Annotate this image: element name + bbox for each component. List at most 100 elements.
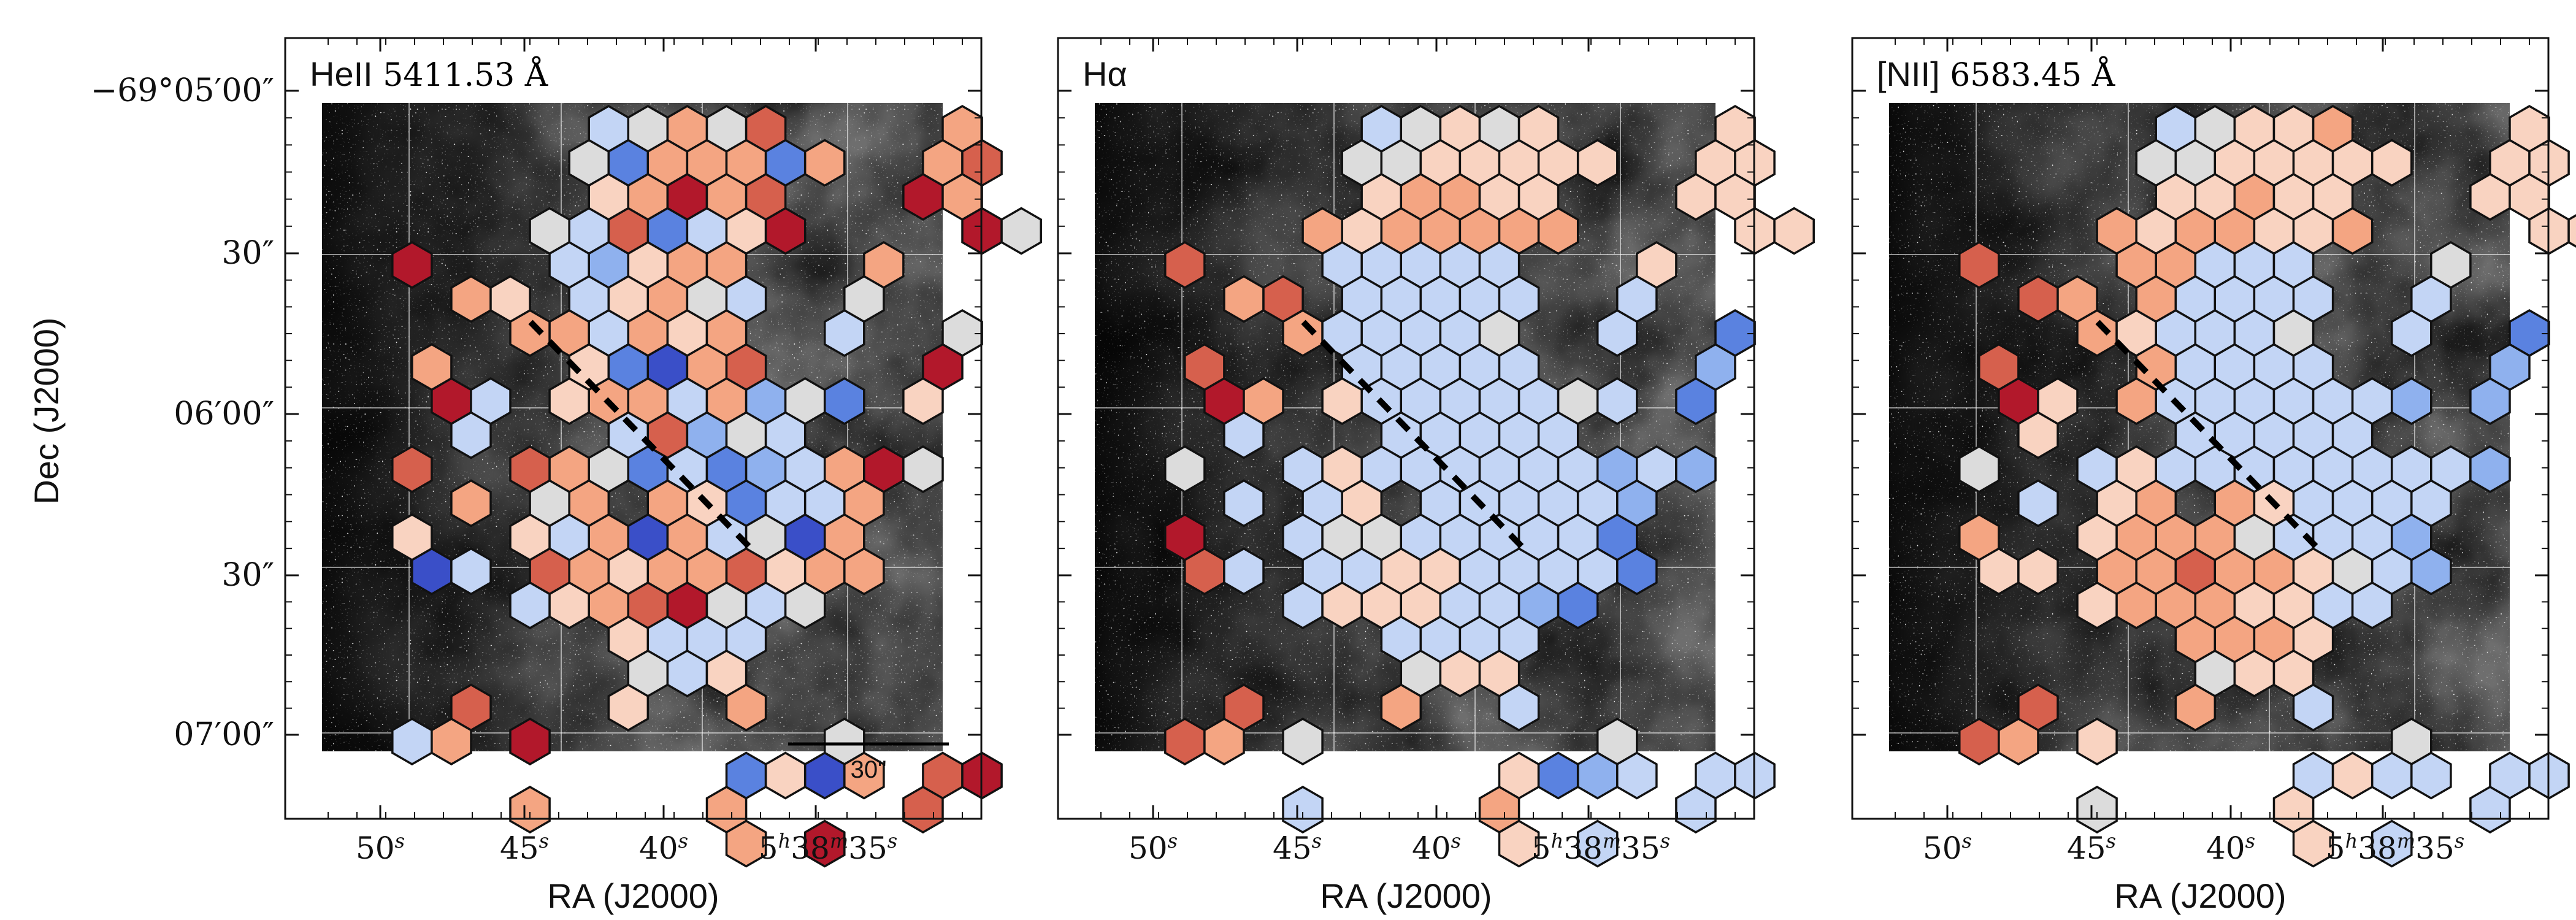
hex-cell xyxy=(1223,411,1265,459)
hex-cell xyxy=(391,240,433,289)
hex-cell xyxy=(1282,581,1324,630)
panel-nii: 50s 45s 40s 5h38m35s RA (J2000) [NII] 6583.45… xyxy=(1851,37,2576,915)
hex-cell xyxy=(1958,717,2000,766)
hex-cell xyxy=(725,819,767,868)
hex-cell xyxy=(509,717,551,766)
hex-cell xyxy=(843,751,885,800)
hex-cell xyxy=(2410,547,2452,596)
x-tick-label: 5h38m35s xyxy=(2326,829,2464,866)
title-background xyxy=(1866,52,2185,96)
title-background xyxy=(1071,52,1163,96)
hex-cell xyxy=(2469,445,2511,494)
hex-cells xyxy=(1164,104,1815,868)
hex-cell xyxy=(2331,207,2374,255)
x-tick-label: 40s xyxy=(1412,829,1461,866)
hex-cell xyxy=(803,751,846,800)
y-tick-label: 06′00″ xyxy=(174,396,274,432)
hex-cell xyxy=(1321,377,1363,426)
hex-cell xyxy=(1616,547,1658,596)
hex-cell xyxy=(2292,819,2334,868)
x-tick-label: 5h38m35s xyxy=(759,829,897,866)
hex-cell xyxy=(1675,377,1717,426)
hex-cell xyxy=(391,445,433,494)
hex-cell xyxy=(1773,207,1815,255)
hex-cell xyxy=(2371,819,2413,868)
hex-cell xyxy=(1000,207,1042,255)
hex-cell xyxy=(2351,581,2393,630)
hex-cell xyxy=(902,445,944,494)
hex-cell xyxy=(725,683,767,732)
hex-cell xyxy=(1958,445,2000,494)
hex-cell xyxy=(1958,240,2000,289)
hex-cell xyxy=(2469,377,2511,426)
x-tick-label: 50s xyxy=(1129,829,1178,866)
x-tick-label: 40s xyxy=(639,829,688,866)
hex-cell xyxy=(823,377,865,426)
hex-cell xyxy=(2567,214,2576,248)
panel-title: [NII] 6583.45 Å xyxy=(1877,55,2116,94)
hex-cell xyxy=(1675,785,1717,834)
hex-cell xyxy=(1616,751,1658,800)
hex-cell xyxy=(2469,172,2511,221)
hex-cell xyxy=(902,172,944,221)
hex-cell xyxy=(764,751,807,800)
hex-cell xyxy=(1223,547,1265,596)
panel-title: HeII 5411.53 Å xyxy=(310,55,549,94)
hex-cell xyxy=(2292,683,2334,732)
hex-cell xyxy=(1576,751,1619,800)
hex-cell xyxy=(1282,785,1324,834)
hex-cell xyxy=(1498,683,1540,732)
y-tick-label: 07′00″ xyxy=(174,716,274,753)
hex-cell xyxy=(450,411,492,459)
hex-cell xyxy=(1498,819,1540,868)
hex-cell xyxy=(411,547,453,596)
hex-cell xyxy=(1576,819,1619,868)
x-axis-label: RA (J2000) xyxy=(547,876,719,915)
hex-cell xyxy=(548,377,590,426)
x-axis-label: RA (J2000) xyxy=(1320,876,1492,915)
hex-cell xyxy=(431,717,472,766)
hex-cell xyxy=(2017,547,2059,596)
hex-cell xyxy=(509,581,551,630)
hex-cell xyxy=(1321,581,1363,630)
hex-cell xyxy=(1537,207,1579,255)
y-tick-label: 30″ xyxy=(221,235,274,272)
title-background xyxy=(299,52,618,96)
y-axis-label: Dec (J2000) xyxy=(27,317,66,504)
hex-cell xyxy=(450,275,492,323)
hex-cell xyxy=(2233,649,2275,698)
hex-cell xyxy=(2115,581,2157,630)
hex-cell xyxy=(2076,581,2118,630)
hex-cell xyxy=(548,581,590,630)
hex-cell xyxy=(764,207,807,255)
hex-cell xyxy=(509,309,551,358)
hex-cell xyxy=(2115,377,2157,426)
hex-cell xyxy=(2076,309,2118,358)
hex-cell xyxy=(1223,479,1265,527)
hex-cell xyxy=(1164,717,1206,766)
axes-frame xyxy=(1851,37,2550,820)
hex-cell xyxy=(2076,785,2118,834)
panel-halpha: 50s 45s 40s 5h38m35s RA (J2000) Hα xyxy=(1057,37,1815,915)
hex-cell xyxy=(784,581,826,630)
x-tick-label: 45s xyxy=(1273,829,1322,866)
hex-cell xyxy=(450,479,492,527)
hex-cell xyxy=(1675,172,1717,221)
hex-cell xyxy=(1675,445,1717,494)
hex-cell xyxy=(2017,411,2059,459)
hex-cell xyxy=(1164,445,1206,494)
y-tick-label: 30″ xyxy=(221,557,274,594)
hex-cell xyxy=(902,785,944,834)
scale-bar-label: 30" xyxy=(851,756,887,783)
hex-cell xyxy=(2076,717,2118,766)
hex-cell xyxy=(2390,309,2432,358)
x-tick-label: 5h38m35s xyxy=(1531,829,1670,866)
hex-cell xyxy=(1184,547,1225,596)
hex-cell xyxy=(803,819,846,868)
panel-heii: 30" −69°05′00″ 30″ 06′00″ 30″ 07′00″ 50s 45s 40s… xyxy=(91,37,1042,915)
hex-cell xyxy=(2017,479,2059,527)
x-tick-label: 40s xyxy=(2206,829,2255,866)
hex-cell xyxy=(1557,581,1599,630)
hex-cell xyxy=(1203,717,1245,766)
